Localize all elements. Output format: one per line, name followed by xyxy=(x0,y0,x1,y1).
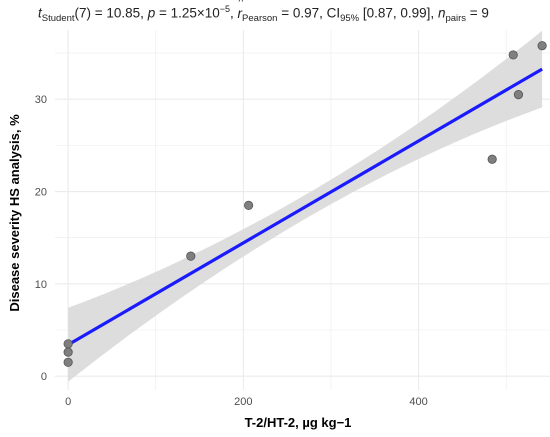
data-point xyxy=(513,90,524,100)
p-symbol: p xyxy=(147,5,156,21)
n-symbol: n xyxy=(437,5,446,21)
data-point xyxy=(63,339,73,349)
data-point xyxy=(63,357,73,367)
data-point xyxy=(487,154,497,164)
data-point xyxy=(63,347,73,357)
y-tick-label: 10 xyxy=(35,279,47,291)
n-value: = 9 xyxy=(466,5,489,21)
n-subscript: pairs xyxy=(445,13,467,25)
data-point xyxy=(537,41,547,51)
y-tick-label: 20 xyxy=(35,187,47,199)
t-symbol: t xyxy=(38,5,42,21)
regression-line xyxy=(67,67,543,347)
r-subscript: Pearson xyxy=(242,13,278,25)
separator: , xyxy=(230,5,238,21)
r-value: = 0.97, CI xyxy=(277,5,341,21)
y-tick-label: 0 xyxy=(41,371,47,383)
t-subscript: Student xyxy=(41,13,75,25)
data-point xyxy=(244,200,254,210)
data-point xyxy=(186,251,196,261)
x-tick-label: 0 xyxy=(65,396,71,408)
y-axis-title: Disease severity HS analysis, % xyxy=(7,114,22,312)
chart-subtitle: tStudent(7) = 10.85, p = 1.25×10−5, rPea… xyxy=(38,0,489,25)
ci-value: [0.87, 0.99], xyxy=(359,5,438,21)
t-statistic: (7) = 10.85, xyxy=(74,5,148,21)
y-tick-label: 30 xyxy=(35,94,47,106)
x-tick-label: 400 xyxy=(409,396,427,408)
data-points xyxy=(63,41,547,367)
ci-subscript: 95% xyxy=(340,13,360,25)
x-tick-label: 200 xyxy=(234,396,252,408)
r-symbol: r xyxy=(238,0,243,21)
tick-labels: 0 200 400 0 10 20 30 xyxy=(35,94,428,408)
fit-line xyxy=(67,67,543,347)
p-value: = 1.25×10 xyxy=(155,5,220,21)
data-point xyxy=(508,50,518,60)
p-exponent: −5 xyxy=(219,4,231,14)
x-axis-title: T-2/HT-2, µg kg−1 xyxy=(245,415,352,430)
